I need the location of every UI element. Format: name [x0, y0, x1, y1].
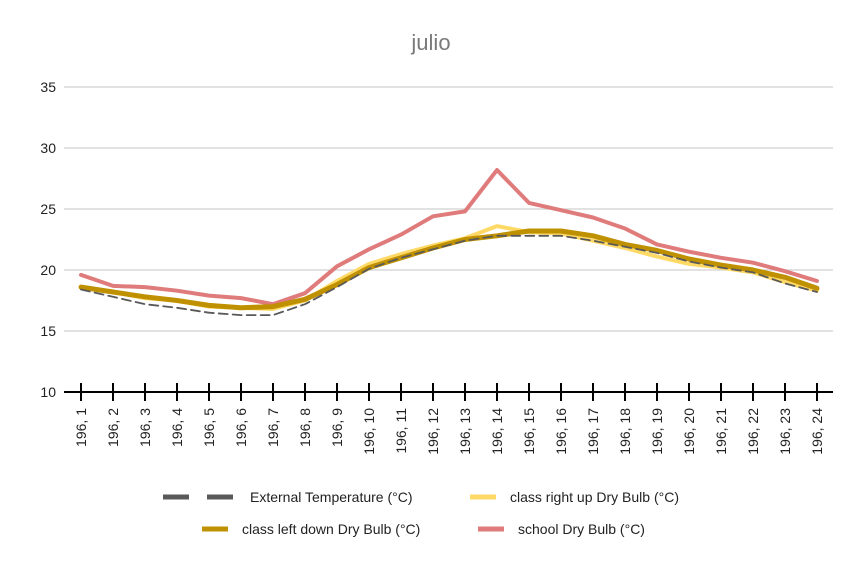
gridlines: [64, 86, 833, 332]
legend-label: class left down Dry Bulb (°C): [242, 521, 420, 537]
x-tick-label: 196, 22: [745, 408, 761, 455]
x-tick-label: 196, 3: [137, 408, 153, 447]
y-tick-label: 30: [40, 140, 56, 156]
x-tick-label: 196, 12: [425, 408, 441, 455]
x-tick-label: 196, 14: [489, 408, 505, 455]
y-axis-tick-labels: 10 15 20 25 30 35: [40, 79, 56, 400]
x-tick-label: 196, 18: [617, 408, 633, 455]
y-tick-label: 25: [40, 201, 56, 217]
legend: External Temperature (°C) class right up …: [163, 489, 679, 537]
x-tick-label: 196, 17: [585, 408, 601, 455]
legend-item: school Dry Bulb (°C): [478, 521, 645, 537]
x-tick-label: 196, 5: [201, 408, 217, 447]
x-tick-label: 196, 11: [393, 408, 409, 454]
x-tick-label: 196, 2: [105, 408, 121, 447]
x-tick-label: 196, 13: [457, 408, 473, 455]
x-tick-label: 196, 8: [297, 408, 313, 447]
y-tick-label: 15: [40, 323, 56, 339]
series-line-3: [79, 168, 819, 307]
x-tick-label: 196, 23: [777, 408, 793, 455]
x-tick-label: 196, 4: [169, 408, 185, 447]
x-tick-label: 196, 24: [809, 408, 825, 455]
x-tick-label: 196, 10: [361, 408, 377, 455]
y-tick-label: 10: [40, 384, 56, 400]
chart-title: julio: [410, 30, 450, 55]
legend-item: class right up Dry Bulb (°C): [470, 489, 679, 505]
series-line-0: [80, 234, 818, 317]
legend-label: External Temperature (°C): [250, 489, 413, 505]
legend-item: External Temperature (°C): [163, 489, 413, 505]
x-axis: 196, 1 196, 2 196, 3 196, 4 196, 5 196, 6 196,…: [64, 383, 833, 455]
legend-label: school Dry Bulb (°C): [518, 521, 645, 537]
x-tick-label: 196, 15: [521, 408, 537, 455]
x-tick-label: 196, 20: [681, 408, 697, 455]
x-tick-label: 196, 21: [713, 408, 729, 455]
y-tick-label: 35: [40, 79, 56, 95]
x-tick-label: 196, 9: [329, 408, 345, 447]
y-tick-label: 20: [40, 262, 56, 278]
series-lines: [78, 168, 820, 317]
legend-label: class right up Dry Bulb (°C): [510, 489, 679, 505]
legend-item: class left down Dry Bulb (°C): [202, 521, 420, 537]
x-tick-label: 196, 6: [233, 408, 249, 447]
x-tick-label: 196, 7: [265, 408, 281, 447]
x-tick-label: 196, 1: [73, 408, 89, 447]
x-tick-label: 196, 19: [649, 408, 665, 455]
series-line-1: [79, 224, 819, 311]
series-line-2: [78, 228, 820, 311]
x-tick-label: 196, 16: [553, 408, 569, 455]
